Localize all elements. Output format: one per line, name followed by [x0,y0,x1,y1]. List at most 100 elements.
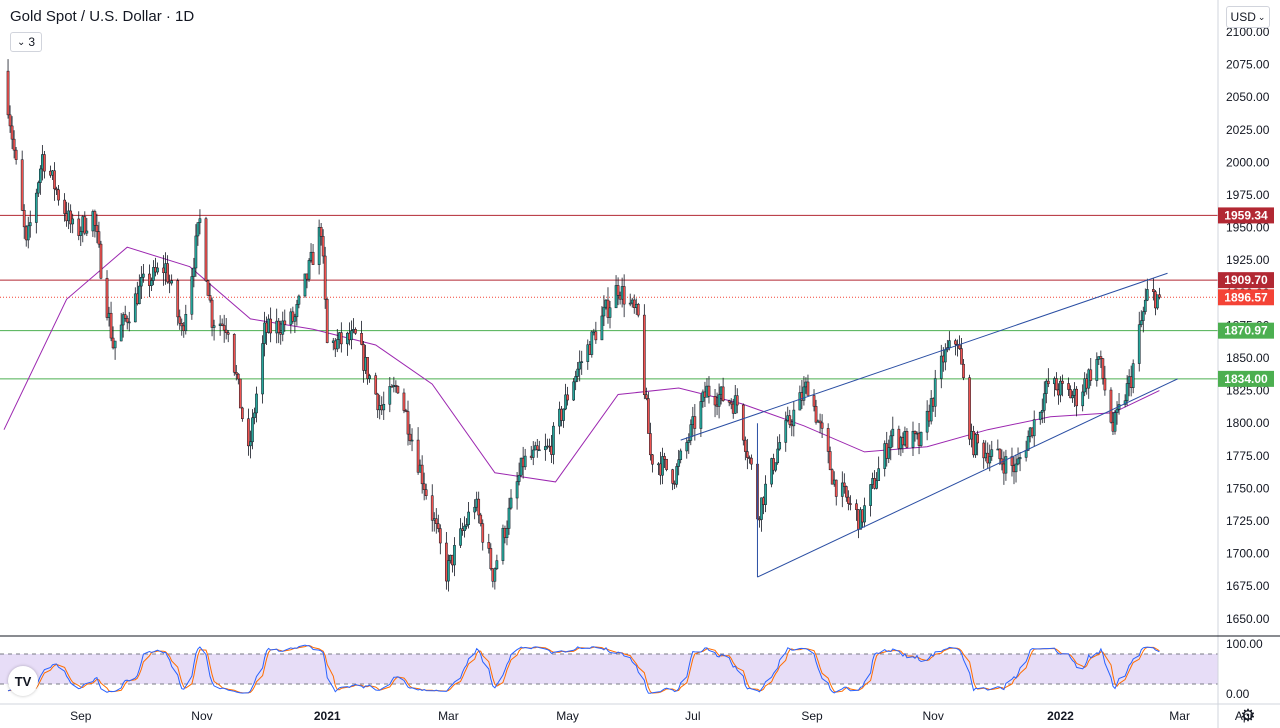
candle[interactable] [501,524,505,565]
candle[interactable] [913,430,917,442]
candle[interactable] [968,374,971,446]
candle[interactable] [647,391,650,434]
candle[interactable] [194,224,198,277]
candle[interactable] [57,185,60,206]
candle[interactable] [594,321,598,344]
candle[interactable] [958,335,961,350]
candle[interactable] [1016,447,1020,466]
candle[interactable] [798,385,802,411]
candle[interactable] [178,309,182,330]
candle[interactable] [1032,410,1036,447]
candle[interactable] [717,383,721,419]
candle[interactable] [1152,278,1155,301]
candle[interactable] [535,439,539,458]
candle[interactable] [176,278,180,326]
candle[interactable] [467,501,470,529]
candle[interactable] [368,373,371,383]
candle[interactable] [1055,372,1058,391]
candle[interactable] [1069,385,1072,399]
candle[interactable] [863,497,866,528]
candle[interactable] [713,389,717,418]
settings-icon[interactable]: ⚙ [1240,706,1256,725]
candle[interactable] [776,436,780,465]
candle[interactable] [960,338,963,365]
candle[interactable] [148,264,151,298]
candle[interactable] [222,314,226,343]
candle[interactable] [317,219,321,275]
candle[interactable] [735,388,739,414]
candle[interactable] [760,497,763,532]
candle[interactable] [806,374,810,396]
candle[interactable] [1071,390,1074,403]
candle[interactable] [14,146,18,165]
candle[interactable] [416,427,420,475]
candle[interactable] [12,130,16,159]
candle[interactable] [438,524,442,555]
candle[interactable] [366,356,369,385]
candle[interactable] [727,399,731,407]
candle[interactable] [1103,365,1107,396]
candle[interactable] [614,275,618,309]
candle[interactable] [642,304,646,400]
candle[interactable] [1109,387,1113,424]
candle[interactable] [360,320,363,346]
candle[interactable] [770,457,773,488]
price-pane[interactable] [0,59,1218,592]
candle[interactable] [929,390,933,425]
candle[interactable] [477,491,481,524]
candle[interactable] [1010,447,1014,477]
candle[interactable] [1018,452,1022,472]
candle[interactable] [293,313,297,334]
candle[interactable] [764,475,767,513]
candle[interactable] [447,554,450,592]
candle[interactable] [420,455,424,494]
candle[interactable] [671,468,674,491]
candle[interactable] [311,244,315,265]
candle[interactable] [184,304,188,335]
candle[interactable] [422,472,426,501]
candle[interactable] [453,537,456,577]
candle[interactable] [517,462,521,486]
candle[interactable] [774,462,777,473]
candle[interactable] [26,216,30,249]
candle[interactable] [699,394,703,437]
candle[interactable] [77,211,81,241]
candle[interactable] [750,454,753,470]
candle[interactable] [479,512,483,527]
candle[interactable] [22,204,26,239]
candle[interactable] [99,240,103,280]
candle[interactable] [1143,288,1147,315]
candle[interactable] [818,413,822,434]
candle[interactable] [741,403,745,446]
candle[interactable] [1014,454,1018,483]
candle[interactable] [434,508,438,534]
candle[interactable] [495,554,499,570]
candle[interactable] [1026,430,1030,451]
candle[interactable] [826,423,830,464]
candle[interactable] [840,471,844,508]
candle[interactable] [1061,374,1064,397]
candle[interactable] [109,301,113,342]
candle[interactable] [34,188,38,234]
candle[interactable] [976,430,979,456]
candle[interactable] [1137,311,1141,372]
candle[interactable] [675,463,679,488]
candle[interactable] [263,311,266,357]
candle[interactable] [729,398,733,410]
candle[interactable] [140,266,143,300]
candle[interactable] [406,400,410,446]
candle[interactable] [847,490,850,511]
candle[interactable] [1075,386,1078,417]
candle[interactable] [889,430,893,461]
candle[interactable] [515,471,519,510]
candle[interactable] [576,361,580,383]
candle[interactable] [220,318,224,327]
candle[interactable] [562,408,565,428]
candle[interactable] [269,307,272,343]
candle[interactable] [152,260,155,286]
candle[interactable] [814,399,818,425]
candle[interactable] [1158,287,1161,300]
candle[interactable] [238,378,242,409]
candle[interactable] [544,433,547,461]
candle[interactable] [251,409,254,450]
